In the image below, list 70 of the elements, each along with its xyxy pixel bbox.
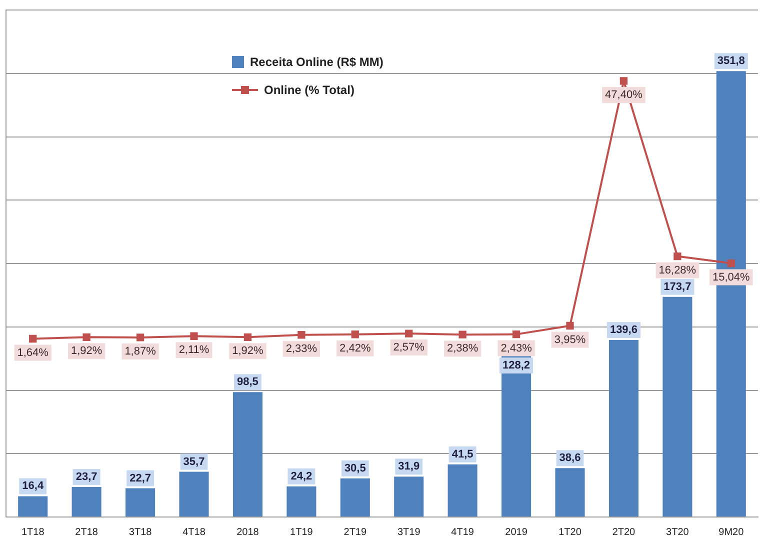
bar [232, 392, 262, 516]
data-label: 15,04% [712, 271, 750, 284]
bar [286, 486, 316, 516]
data-label: 2,38% [446, 342, 478, 355]
data-label: 2,33% [286, 342, 318, 355]
x-tick-label: 1T18 [21, 526, 45, 538]
point [566, 322, 574, 330]
legend-label: Receita Online (R$ MM) [250, 55, 384, 69]
x-tick-label: 4T19 [451, 526, 474, 538]
data-label: 38,6 [559, 452, 581, 464]
data-label: 35,7 [183, 456, 205, 468]
bar [555, 468, 585, 516]
data-label: 1,64% [17, 346, 49, 359]
x-tick-label: 4T18 [182, 526, 206, 538]
point [136, 334, 144, 342]
x-tick-label: 2018 [236, 526, 260, 538]
bar [340, 478, 370, 516]
data-label: 30,5 [344, 462, 366, 474]
point [190, 332, 198, 340]
point [620, 77, 628, 85]
point [405, 330, 413, 338]
bar [179, 472, 209, 516]
data-label: 41,5 [452, 448, 474, 460]
data-label: 128,2 [502, 360, 530, 372]
x-tick-label: 3T18 [128, 526, 152, 538]
bar [448, 464, 478, 516]
bar [662, 296, 692, 516]
data-label: 351,8 [717, 55, 745, 68]
point [351, 330, 359, 338]
data-label: 173,7 [664, 280, 692, 293]
point [727, 259, 735, 268]
x-tick-label: 9M20 [718, 526, 744, 538]
bar [608, 340, 638, 516]
x-tick-label: 3T20 [666, 526, 690, 538]
data-label: 31,9 [398, 460, 420, 473]
bar [126, 488, 156, 516]
point [512, 330, 520, 338]
data-label: 2,57% [393, 342, 425, 354]
data-label: 2,42% [340, 342, 371, 354]
bar [394, 476, 424, 516]
bar [18, 496, 48, 516]
data-label: 98,5 [237, 376, 258, 388]
point [674, 252, 682, 260]
data-label: 1,92% [232, 345, 264, 358]
point [298, 331, 306, 339]
data-label: 3,95% [554, 334, 586, 346]
data-label: 16,4 [22, 480, 44, 492]
data-label: 16,28% [658, 264, 696, 276]
data-label: 47,40% [605, 89, 643, 102]
legend-label: Online (% Total) [264, 83, 354, 97]
data-label: 23,7 [76, 470, 98, 483]
point [458, 330, 466, 338]
x-tick-label: 2T18 [75, 526, 98, 538]
point [82, 333, 90, 342]
x-tick-label: 1T19 [290, 526, 314, 538]
point [244, 333, 252, 342]
data-label: 2,43% [500, 342, 532, 354]
data-label: 24,2 [290, 470, 312, 482]
point [29, 334, 37, 343]
data-label: 1,87% [124, 345, 156, 358]
data-label: 22,7 [130, 472, 151, 484]
data-label: 1,92% [70, 345, 102, 358]
x-tick-label: 2T19 [344, 526, 367, 538]
bar [72, 486, 102, 516]
x-tick-label: 2T20 [612, 526, 636, 538]
x-tick-label: 3T19 [397, 526, 421, 538]
data-label: 139,6 [610, 324, 638, 336]
data-label: 2,11% [178, 344, 210, 356]
x-tick-label: 1T20 [558, 526, 582, 538]
x-tick-label: 2019 [505, 526, 528, 538]
